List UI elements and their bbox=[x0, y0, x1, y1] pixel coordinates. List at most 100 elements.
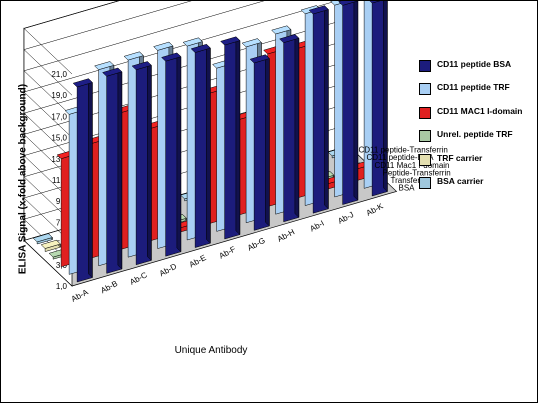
bar-top-face bbox=[32, 233, 53, 243]
bar-side-face bbox=[353, 1, 359, 201]
gridlines bbox=[23, 1, 349, 287]
bar-top-face bbox=[161, 52, 182, 62]
bar-top-face bbox=[279, 34, 300, 43]
bar-top-face bbox=[131, 61, 152, 71]
bar bbox=[249, 54, 270, 231]
legend-swatch bbox=[419, 176, 431, 189]
legend-swatch bbox=[419, 130, 431, 143]
bar-side-face bbox=[147, 60, 152, 261]
legend-label: CD11 peptide BSA bbox=[437, 59, 512, 69]
bar-top-face bbox=[72, 78, 93, 88]
x-tick-label: Ab-E bbox=[188, 253, 208, 269]
gridline bbox=[23, 39, 349, 181]
legend-label: Unrel. peptide TRF bbox=[437, 129, 513, 140]
depth-tick-label: CD11 Mac1 I-domain bbox=[375, 161, 450, 170]
bar-side-face bbox=[235, 36, 241, 236]
bar-top-face bbox=[220, 36, 241, 46]
depth-tick-label: BSA bbox=[399, 184, 416, 193]
x-tick-label: Ab-I bbox=[309, 219, 326, 234]
depth-tick-label: CD11 peptide-BSA bbox=[367, 153, 435, 162]
y-tick-label: 19,0 bbox=[51, 91, 67, 100]
legend-swatch bbox=[419, 106, 431, 119]
y-tick-label: 17,0 bbox=[51, 112, 67, 121]
gridline bbox=[23, 1, 265, 117]
bar-side-face bbox=[88, 78, 93, 279]
legend: CD11 peptide BSA CD11 peptide TRF CD11 MAC… bbox=[415, 56, 539, 196]
legend-item: CD11 MAC1 I-domain bbox=[415, 103, 539, 126]
bar-top-face bbox=[241, 38, 262, 48]
bar bbox=[279, 33, 300, 223]
bar-top-face bbox=[271, 25, 292, 35]
bar-side-face bbox=[117, 67, 123, 270]
bar bbox=[338, 1, 359, 205]
bar-top-face bbox=[190, 44, 211, 53]
bar bbox=[40, 239, 61, 252]
bar-side-face bbox=[383, 1, 388, 193]
bar-top-face bbox=[369, 1, 381, 4]
bar bbox=[32, 233, 53, 245]
bar-side-face bbox=[176, 52, 182, 253]
y-tick-label: 21,0 bbox=[51, 70, 67, 79]
bar-top-face bbox=[40, 239, 61, 249]
depth-tick-label: Peptide-Transferrin bbox=[383, 168, 451, 177]
legend-label: TRF carrier bbox=[437, 152, 483, 163]
x-tick-label: Ab-A bbox=[70, 287, 91, 304]
bar bbox=[220, 36, 241, 240]
depth-tick-label: Transferrin bbox=[391, 176, 429, 185]
legend-item: CD11 peptide BSA bbox=[415, 56, 539, 79]
gridline bbox=[23, 1, 338, 138]
bar bbox=[369, 1, 388, 197]
x-tick-label: Ab-K bbox=[365, 201, 386, 218]
bar-top-face bbox=[308, 5, 329, 15]
legend-swatch bbox=[419, 60, 431, 72]
bar bbox=[161, 52, 182, 257]
y-tick-label: 15,0 bbox=[51, 134, 67, 143]
legend-item: TRF carrier bbox=[415, 150, 539, 173]
bar bbox=[102, 67, 123, 274]
legend-label: CD11 peptide TRF bbox=[437, 82, 510, 93]
x-axis-label: Unique Antibody bbox=[174, 345, 248, 356]
bar-side-face bbox=[206, 43, 211, 244]
bar-side-face bbox=[265, 54, 270, 227]
legend-swatch bbox=[419, 83, 431, 96]
legend-item: Unrel. peptide TRF bbox=[415, 126, 539, 149]
bar-side-face bbox=[294, 33, 300, 218]
bar-top-face bbox=[102, 67, 123, 77]
bar bbox=[131, 60, 152, 266]
x-tick-label: Ab-J bbox=[336, 210, 355, 226]
gridline bbox=[23, 18, 349, 159]
bar-top-face bbox=[249, 54, 270, 64]
gridline bbox=[23, 81, 349, 223]
bars bbox=[32, 1, 388, 283]
gridline bbox=[23, 60, 349, 202]
legend-swatch bbox=[419, 153, 431, 166]
y-tick-label: 11,0 bbox=[52, 176, 68, 185]
legend-item: BSA carrier bbox=[415, 173, 539, 196]
bar-top-face bbox=[182, 37, 203, 47]
depth-tick-label: CD11 peptide-Transferrin bbox=[359, 146, 448, 155]
gridline bbox=[23, 1, 119, 75]
bar bbox=[308, 5, 329, 214]
x-tick-label: Ab-G bbox=[246, 236, 267, 253]
bar-side-face bbox=[324, 5, 329, 210]
gridline bbox=[23, 1, 192, 96]
legend-label: BSA carrier bbox=[437, 175, 484, 186]
x-tick-label: Ab-F bbox=[218, 244, 238, 260]
bar-top-face bbox=[153, 41, 174, 51]
bar-top-face bbox=[123, 51, 144, 61]
bar-top-face bbox=[94, 61, 115, 70]
y-tick-label: 13,0 bbox=[51, 155, 67, 164]
x-tick-label: Ab-D bbox=[158, 262, 179, 279]
legend-label: CD11 MAC1 I-domain bbox=[437, 105, 523, 116]
x-tick-label: Ab-B bbox=[99, 279, 119, 295]
x-tick-label: Ab-H bbox=[276, 227, 297, 244]
bar bbox=[190, 43, 211, 248]
bar-top-face bbox=[338, 1, 359, 6]
bar bbox=[72, 78, 93, 283]
y-tick-label: 1,0 bbox=[56, 282, 68, 291]
legend-item: CD11 peptide TRF bbox=[415, 79, 539, 102]
x-tick-label: Ab-C bbox=[128, 270, 149, 287]
